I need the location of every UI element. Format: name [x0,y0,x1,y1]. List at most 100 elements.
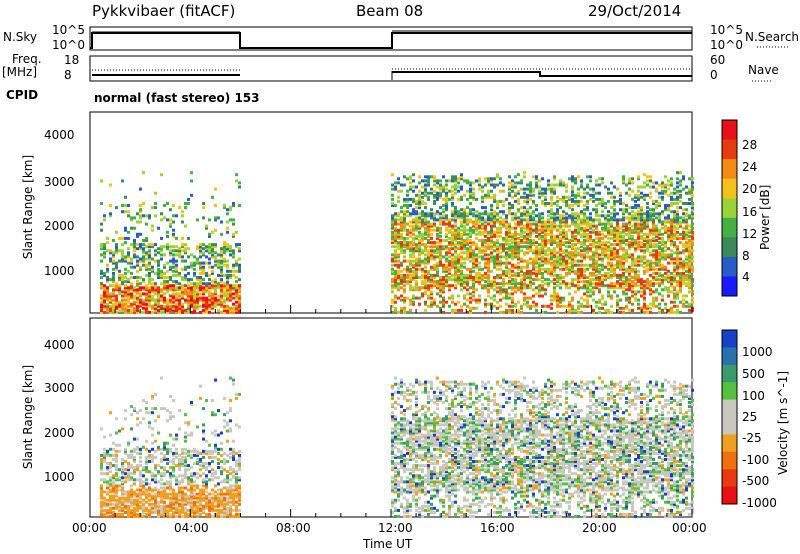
power-cell [595,259,598,263]
power-cell [187,265,190,269]
power-cell [571,191,574,195]
power-cell [598,236,601,240]
power-cell [103,243,106,247]
power-cell [679,222,682,226]
velocity-cell [106,490,109,494]
power-cell [511,251,514,255]
power-cell [460,175,463,179]
power-cell [541,239,544,242]
power-cell [439,286,442,290]
power-cell [688,245,691,249]
power-cell [109,214,112,218]
power-cell [547,214,550,218]
power-cell [532,189,535,193]
power-cell [550,228,553,232]
power-cell [508,202,511,205]
power-cell [427,241,430,245]
power-cell [169,286,172,290]
power-cell [640,228,643,232]
power-cell [148,304,151,308]
power-cell [565,236,568,240]
power-cell [538,243,541,247]
power-cell [442,269,445,273]
power-cell [583,263,586,267]
power-cell [565,218,568,222]
power-cell [211,298,214,302]
power-cell [214,296,217,300]
power-cell [688,202,691,205]
power-cell [565,261,568,265]
power-cell [199,286,202,290]
power-cell [391,300,394,304]
power-cell [442,255,445,259]
power-cell [541,220,544,224]
power-cell [583,232,586,236]
power-cell [157,310,160,314]
power-cell [214,228,217,232]
power-cell [478,218,481,222]
power-cell [484,212,487,216]
power-cell [424,284,427,288]
power-cell [505,269,508,273]
power-cell [607,245,610,249]
power-cell [598,290,601,294]
power-cell [553,175,556,179]
power-cell [451,284,454,288]
power-cell [502,310,505,314]
velocity-cell [100,504,103,508]
power-cell [406,206,409,210]
power-cell [553,226,556,230]
power-cell [529,232,532,236]
power-cell [238,300,241,304]
power-cell [502,296,505,300]
power-cell [670,261,673,265]
power-cell [640,230,643,234]
power-cell [199,245,202,249]
power-cell [496,286,499,290]
power-cell [508,276,511,279]
power-cell [670,218,673,222]
power-cell [559,216,562,220]
power-cell [670,239,673,242]
power-cell [487,247,490,251]
power-cell [490,183,493,187]
power-cell [487,218,490,222]
power-cell [439,247,442,251]
power-cell [181,304,184,308]
power-cell [583,204,586,207]
power-cell [442,276,445,279]
power-cell [586,236,589,240]
power-cell [565,253,568,257]
power-cell [220,261,223,265]
power-cell [502,210,505,214]
power-cell [415,249,418,253]
power-cell [691,230,694,234]
power-cell [193,304,196,308]
power-cell [592,220,595,224]
power-cell [556,216,559,220]
power-cell [496,202,499,205]
power-cell [679,288,682,292]
power-cell [172,304,175,308]
velocity-cell [100,453,103,457]
velocity-cell [130,466,133,470]
power-cell [682,276,685,279]
power-cell [577,232,580,236]
power-cell [661,249,664,253]
power-cell [472,280,475,284]
power-cell [556,208,559,212]
power-cell [511,216,514,220]
power-cell [235,308,238,312]
power-cell [112,267,115,271]
power-cell [475,214,478,218]
power-cell [508,239,511,242]
velocity-cell [115,443,118,447]
power-cell [670,310,673,314]
power-cell [406,259,409,263]
power-cell [658,259,661,263]
power-cell [112,306,115,310]
power-cell [610,257,613,261]
power-cell [589,255,592,259]
power-cell [502,239,505,242]
power-cell [478,183,481,187]
